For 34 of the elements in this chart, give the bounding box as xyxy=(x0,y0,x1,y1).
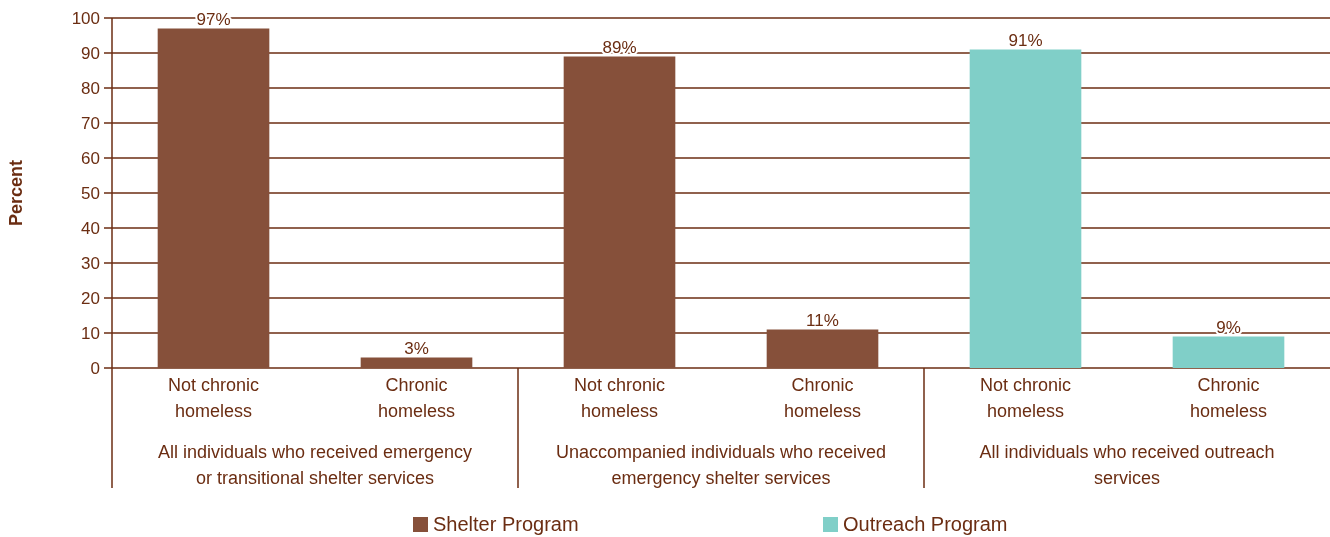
data-label: 11% xyxy=(806,310,839,330)
x-tick-label: Not chronic homeless xyxy=(979,375,1072,421)
x-tick-label: Chronic homeless xyxy=(377,375,456,421)
bar xyxy=(563,56,676,368)
y-tick-label: 70 xyxy=(81,113,100,133)
y-tick-label: 20 xyxy=(81,288,100,308)
x-tick-label: Not chronic homeless xyxy=(167,375,260,421)
x-tick-label: Chronic homeless xyxy=(1189,375,1268,421)
data-label: 9% xyxy=(1216,317,1241,337)
y-tick-label: 80 xyxy=(81,78,100,98)
bar xyxy=(360,357,473,368)
bar xyxy=(766,329,879,368)
y-tick-label: 0 xyxy=(90,358,100,378)
y-tick-label: 30 xyxy=(81,253,100,273)
y-axis-title: Percent xyxy=(6,159,26,227)
x-tick-label: Chronic homeless xyxy=(783,375,862,421)
y-tick-label: 100 xyxy=(71,8,100,28)
text: All individuals who received emergency or transitional shelter services xyxy=(157,442,473,488)
data-label: 89% xyxy=(602,37,637,57)
bar xyxy=(157,28,270,368)
legend-label: Outreach Program xyxy=(843,513,1008,535)
data-label: 3% xyxy=(404,338,429,358)
text: Unaccompanied individuals who received emergency shelter services xyxy=(555,442,887,488)
bar xyxy=(969,49,1082,368)
x-tick-label: Not chronic homeless xyxy=(573,375,666,421)
y-tick-label: 60 xyxy=(81,148,100,168)
text: All individuals who received outreach services xyxy=(979,442,1275,488)
y-tick-label: 10 xyxy=(81,323,100,343)
bar xyxy=(1172,336,1285,368)
y-tick-label: 40 xyxy=(81,218,100,238)
legend-label: Shelter Program xyxy=(433,513,579,535)
data-label: 91% xyxy=(1008,30,1043,50)
y-tick-label: 90 xyxy=(81,43,100,63)
y-tick-label: 50 xyxy=(81,183,100,203)
